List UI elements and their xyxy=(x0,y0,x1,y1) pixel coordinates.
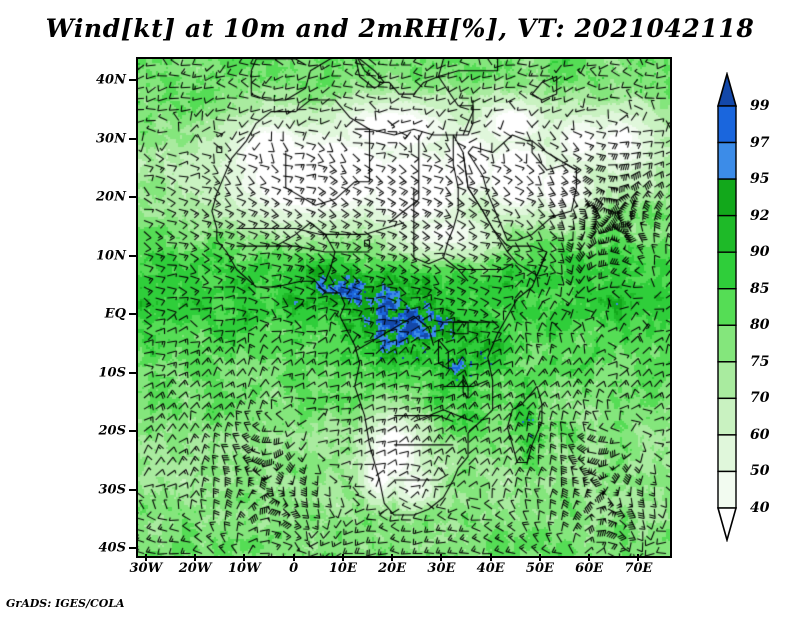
colorbar-swatches xyxy=(716,72,738,542)
xtick-mark xyxy=(292,554,295,561)
xtick-label-10W: 10W xyxy=(228,561,261,576)
ytick-label-20N: 20N xyxy=(96,189,126,205)
colorbar-tick-92: 92 xyxy=(750,207,770,224)
colorbar-tick-60: 60 xyxy=(750,426,770,443)
xtick-label-30E: 30E xyxy=(427,561,456,576)
ytick-mark xyxy=(129,430,136,433)
colorbar-band xyxy=(717,105,737,144)
footer-credit: GrADS: IGES/COLA xyxy=(6,597,125,610)
colorbar-band xyxy=(717,251,737,290)
ytick-mark xyxy=(129,547,136,550)
ytick-mark xyxy=(129,313,136,316)
ytick-label-20S: 20S xyxy=(98,423,126,439)
colorbar-band xyxy=(717,288,737,326)
colorbar-tick-75: 75 xyxy=(750,353,770,370)
colorbar-tick-99: 99 xyxy=(750,98,770,114)
colorbar-tick-70: 70 xyxy=(750,390,770,407)
xtick-mark xyxy=(144,554,147,561)
ytick-label-10N: 10N xyxy=(96,248,126,264)
colorbar-tick-90: 90 xyxy=(750,244,770,261)
colorbar-tick-97: 97 xyxy=(750,134,770,151)
colorbar-tick-40: 40 xyxy=(750,500,770,516)
colorbar-band xyxy=(717,397,737,436)
xtick-label-10E: 10E xyxy=(328,561,357,576)
wind-barb-overlay xyxy=(138,59,670,556)
xtick-mark xyxy=(637,554,640,561)
colorbar-band xyxy=(717,470,737,509)
xtick-mark xyxy=(489,554,492,561)
ytick-label-30N: 30N xyxy=(96,131,126,147)
xtick-label-50E: 50E xyxy=(525,561,554,576)
xtick-mark xyxy=(391,554,394,561)
ytick-mark xyxy=(129,254,136,257)
colorbar-band xyxy=(717,324,737,363)
ytick-label-10S: 10S xyxy=(98,365,126,381)
colorbar-tick-50: 50 xyxy=(750,463,770,480)
map-plot-area xyxy=(136,57,672,558)
xtick-mark xyxy=(243,554,246,561)
ytick-mark xyxy=(129,488,136,491)
xtick-mark xyxy=(341,554,344,561)
xtick-label-70E: 70E xyxy=(624,561,653,576)
colorbar-band xyxy=(717,361,737,400)
ytick-label-EQ: EQ xyxy=(104,306,126,322)
colorbar-band xyxy=(717,434,737,473)
ytick-mark xyxy=(129,137,136,140)
page-title: Wind[kt] at 10m and 2mRH[%], VT: 2021042… xyxy=(45,14,755,43)
colorbar-under-cap xyxy=(716,507,738,542)
xtick-mark xyxy=(538,554,541,561)
xtick-label-60E: 60E xyxy=(575,561,604,576)
ytick-mark xyxy=(129,196,136,199)
colorbar-band xyxy=(717,178,737,217)
colorbar-tick-95: 95 xyxy=(750,171,770,188)
colorbar-over-cap xyxy=(716,72,738,107)
ytick-label-40S: 40S xyxy=(98,540,126,556)
colorbar: 99 97 95 92 90 85 80 75 70 60 50 40 xyxy=(714,72,769,542)
xtick-label-20E: 20E xyxy=(378,561,407,576)
xtick-label-0: 0 xyxy=(289,561,299,576)
xtick-label-30W: 30W xyxy=(129,561,163,576)
ytick-mark xyxy=(129,79,136,82)
xtick-mark xyxy=(440,554,443,561)
xtick-label-40E: 40E xyxy=(476,561,505,576)
colorbar-band xyxy=(717,141,737,180)
colorbar-tick-80: 80 xyxy=(750,317,770,334)
ytick-mark xyxy=(129,371,136,374)
xtick-mark xyxy=(194,554,197,561)
ytick-label-30S: 30S xyxy=(98,482,126,498)
ytick-label-40N: 40N xyxy=(96,72,126,88)
colorbar-band xyxy=(717,214,737,253)
xtick-label-20W: 20W xyxy=(178,561,212,576)
colorbar-tick-85: 85 xyxy=(750,280,770,297)
xtick-mark xyxy=(588,554,591,561)
